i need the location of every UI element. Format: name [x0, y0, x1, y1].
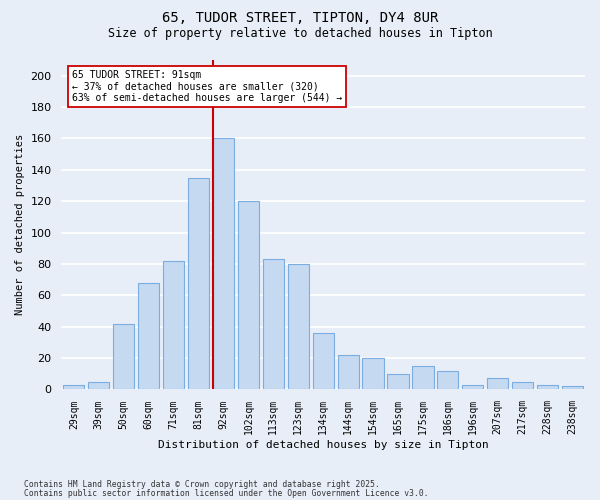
Text: Contains public sector information licensed under the Open Government Licence v3: Contains public sector information licen… — [24, 489, 428, 498]
X-axis label: Distribution of detached houses by size in Tipton: Distribution of detached houses by size … — [158, 440, 488, 450]
Bar — [238, 201, 259, 390]
Text: Size of property relative to detached houses in Tipton: Size of property relative to detached ho… — [107, 28, 493, 40]
Bar — [512, 382, 533, 390]
Text: Contains HM Land Registry data © Crown copyright and database right 2025.: Contains HM Land Registry data © Crown c… — [24, 480, 380, 489]
Bar — [487, 378, 508, 390]
Text: 65 TUDOR STREET: 91sqm
← 37% of detached houses are smaller (320)
63% of semi-de: 65 TUDOR STREET: 91sqm ← 37% of detached… — [72, 70, 342, 103]
Bar — [388, 374, 409, 390]
Bar — [63, 385, 85, 390]
Bar — [437, 370, 458, 390]
Bar — [113, 324, 134, 390]
Bar — [362, 358, 383, 390]
Bar — [88, 382, 109, 390]
Bar — [562, 386, 583, 390]
Bar — [188, 178, 209, 390]
Bar — [213, 138, 234, 390]
Bar — [537, 385, 558, 390]
Bar — [287, 264, 309, 390]
Bar — [138, 283, 159, 390]
Bar — [313, 333, 334, 390]
Bar — [338, 355, 359, 390]
Bar — [412, 366, 434, 390]
Y-axis label: Number of detached properties: Number of detached properties — [15, 134, 25, 316]
Bar — [462, 385, 484, 390]
Bar — [263, 260, 284, 390]
Bar — [163, 261, 184, 390]
Text: 65, TUDOR STREET, TIPTON, DY4 8UR: 65, TUDOR STREET, TIPTON, DY4 8UR — [162, 12, 438, 26]
